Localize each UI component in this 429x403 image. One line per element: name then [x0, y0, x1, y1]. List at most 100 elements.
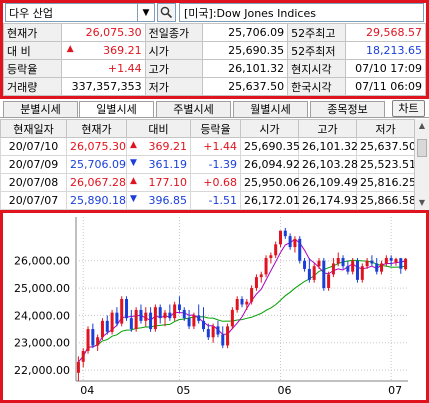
candle-body [298, 238, 302, 261]
column-header[interactable]: 저가 [356, 119, 415, 138]
candle-body [216, 326, 220, 335]
candle-body [312, 266, 316, 280]
cell-low: 25,637.50 [356, 137, 416, 156]
cell-date: 20/07/08 [0, 173, 67, 192]
quote-row: 현재가 26,075.30 전일종가 25,706.09 52주최고 29,568.57 [3, 23, 426, 42]
x-tick-label: 07 [388, 384, 402, 397]
candle-body [221, 334, 225, 346]
candle-body [163, 312, 167, 319]
quote-value-text: 337,357,353 [71, 80, 142, 93]
chevron-down-icon[interactable]: ▼ [137, 4, 154, 21]
index-selector[interactable]: 다우 산업 [5, 3, 155, 22]
quote-value-text: 369.21 [103, 44, 142, 57]
quote-value-text: 25,690.35 [228, 44, 285, 57]
daily-table-scrollbar[interactable]: ▲ ▼ [414, 119, 429, 210]
candle-body [331, 263, 335, 275]
quote-value: 25,690.35 [202, 41, 289, 60]
cell-change: ▼ 396.85 [126, 191, 191, 210]
candle-body [192, 315, 196, 327]
cell-low: 25,523.51 [356, 155, 416, 174]
cell-open: 26,172.01 [240, 191, 300, 210]
y-tick-label: 23,000.00 [14, 337, 70, 350]
table-row[interactable]: 20/07/08 26,067.28 ▲ 177.10 +0.68 25,950.06 26… [0, 173, 416, 192]
quote-row: 등락율 +1.44 고가 26,101.32 현지시각 07/10 17:09 [3, 59, 426, 78]
daily-price-table: 현재일자 현재가 대비 등락율 시가 고가 저가 20/07/10 26,075.30 ▲ 369… [0, 119, 416, 210]
cell-pct: -1.39 [190, 155, 241, 174]
candlestick-chart[interactable]: 26,000.00 25,000.00 24,000.00 23,000.00 22,0… [3, 213, 426, 400]
candle-body [303, 260, 307, 269]
tab-2[interactable]: 일별시세 [79, 101, 154, 118]
candle-body [96, 337, 100, 346]
quote-value: 07/11 06:09 [345, 77, 426, 96]
cell-open: 25,690.35 [240, 137, 300, 156]
scroll-down-icon[interactable]: ▼ [418, 198, 426, 207]
tab-1[interactable]: 분별시세 [3, 101, 78, 118]
quote-row: 거래량 337,357,353 저가 25,637.50 한국시각 07/11 06:09 [3, 77, 426, 96]
quote-label: 한국시각 [287, 77, 347, 96]
quote-value-text: +1.44 [107, 62, 142, 75]
quote-value-text: 07/10 17:09 [355, 62, 422, 75]
column-header[interactable]: 대비 [126, 119, 191, 138]
candle-body [139, 309, 143, 321]
cell-high: 26,174.93 [298, 191, 358, 210]
table-row[interactable]: 20/07/10 26,075.30 ▲ 369.21 +1.44 25,690.35 26… [0, 137, 416, 156]
column-header[interactable]: 고가 [298, 119, 357, 138]
index-name-field[interactable]: [미국]:Dow Jones Indices [179, 3, 424, 22]
candle-body [355, 260, 359, 280]
quote-label: 고가 [144, 59, 204, 78]
quote-label: 등락율 [3, 59, 62, 78]
candle-body [158, 307, 162, 319]
candle-body [250, 288, 254, 302]
cell-open: 25,950.06 [240, 173, 300, 192]
candle-body [389, 258, 393, 261]
column-header[interactable]: 등락율 [190, 119, 241, 138]
cell-change: ▲ 369.21 [126, 137, 191, 156]
candle-body [245, 301, 249, 305]
tab-3[interactable]: 주별시세 [156, 101, 231, 118]
quote-value-text: 07/11 06:09 [355, 80, 422, 93]
search-button[interactable] [157, 3, 176, 22]
candle-body [240, 299, 244, 305]
table-row[interactable]: 20/07/07 25,890.18 ▼ 396.85 -1.51 26,172.01 26… [0, 191, 416, 210]
quote-value-text: 25,637.50 [228, 80, 285, 93]
candle-body [404, 258, 408, 270]
cell-pct: +1.44 [190, 137, 241, 156]
candle-body [144, 312, 148, 321]
column-header[interactable]: 시가 [240, 119, 299, 138]
quote-table: 현재가 26,075.30 전일종가 25,706.09 52주최고 29,568.57 대… [3, 23, 426, 96]
cell-date: 20/07/10 [0, 137, 67, 156]
candle-body [278, 230, 282, 245]
table-row[interactable]: 20/07/09 25,706.09 ▼ 361.19 -1.39 26,094.92 26… [0, 155, 416, 174]
tab-5[interactable]: 종목정보 [310, 101, 385, 118]
down-arrow-icon: ▼ [130, 194, 137, 204]
quote-label: 현지시각 [287, 59, 347, 78]
x-tick-label: 05 [176, 384, 190, 397]
scroll-up-icon[interactable]: ▲ [418, 121, 426, 130]
quote-value-text: 26,075.30 [85, 26, 142, 39]
moving-average-long-line [78, 259, 406, 363]
chart-button[interactable]: 차트 [392, 100, 425, 117]
tab-4[interactable]: 월별시세 [233, 101, 308, 118]
chart-background [3, 213, 426, 400]
candle-body [86, 329, 90, 351]
candle-body [283, 230, 287, 237]
chart-panel-frame [0, 210, 429, 403]
quote-value-text: 26,101.32 [228, 62, 285, 75]
quote-value: 26,101.32 [202, 59, 289, 78]
scrollbar-thumb[interactable] [417, 139, 427, 157]
cell-open: 26,094.92 [240, 155, 300, 174]
y-tick-label: 26,000.00 [14, 255, 70, 268]
change-value: 361.19 [148, 158, 188, 171]
cell-pct: +0.68 [190, 173, 241, 192]
quote-value-text: 18,213.65 [366, 44, 422, 57]
quote-label: 시가 [144, 41, 204, 60]
candle-body [259, 274, 263, 278]
candle-body [110, 312, 114, 332]
column-header[interactable]: 현재일자 [0, 119, 67, 138]
quote-row: 대 비 ▲ 369.21 시가 25,690.35 52주최저 18,213.65 [3, 41, 426, 60]
candle-body [91, 329, 95, 346]
up-arrow-icon: ▲ [130, 176, 137, 186]
candle-body [226, 326, 230, 346]
column-header[interactable]: 현재가 [66, 119, 127, 138]
candle-body [100, 320, 104, 338]
